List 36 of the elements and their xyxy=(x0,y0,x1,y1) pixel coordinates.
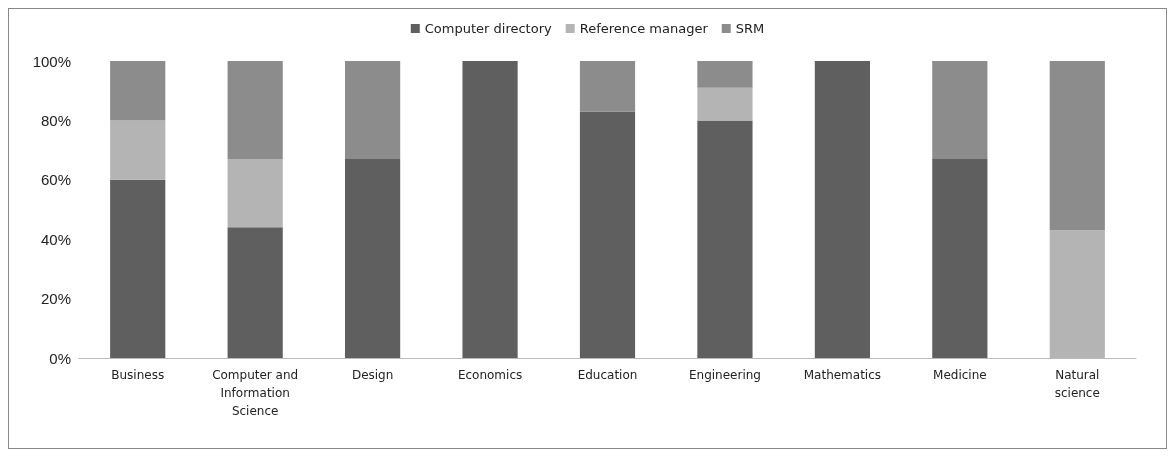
bar xyxy=(345,61,401,160)
bar xyxy=(462,61,518,358)
bar xyxy=(932,159,988,358)
x-tick-label: Economics xyxy=(457,368,523,382)
y-tick-label: 40% xyxy=(40,230,71,248)
x-tick-label: Mathematics xyxy=(803,368,882,382)
y-tick-label: 100% xyxy=(32,52,71,70)
y-tick-label: 20% xyxy=(40,290,71,308)
x-tick-label: Medicine xyxy=(933,368,987,382)
bar xyxy=(345,159,401,358)
bar xyxy=(227,61,283,160)
bar xyxy=(697,61,753,88)
legend-label: SRM xyxy=(735,21,765,36)
bar xyxy=(579,61,636,112)
bar xyxy=(110,179,166,358)
y-tick-label: 60% xyxy=(40,171,71,189)
bar xyxy=(697,120,753,358)
bar xyxy=(579,111,636,358)
bar xyxy=(1049,61,1105,231)
x-tick-label: Education xyxy=(577,368,638,382)
bar xyxy=(697,87,753,121)
x-tick-label: Design xyxy=(351,368,394,382)
x-tick-label: Business xyxy=(111,368,165,382)
x-tick-label: Engineering xyxy=(688,368,761,382)
y-tick-label: 80% xyxy=(40,111,71,129)
bar xyxy=(814,61,870,358)
bar xyxy=(932,61,988,160)
bar xyxy=(110,120,166,180)
bar xyxy=(227,227,283,358)
legend-label: Reference manager xyxy=(579,21,709,36)
y-tick-label: 0% xyxy=(49,349,71,367)
x-tick-label: Natural science xyxy=(1054,368,1100,400)
x-tick-label: Computer and Information Science xyxy=(212,368,299,418)
legend-label: Computer directory xyxy=(424,21,552,36)
bar xyxy=(227,159,283,228)
bar xyxy=(110,61,166,121)
